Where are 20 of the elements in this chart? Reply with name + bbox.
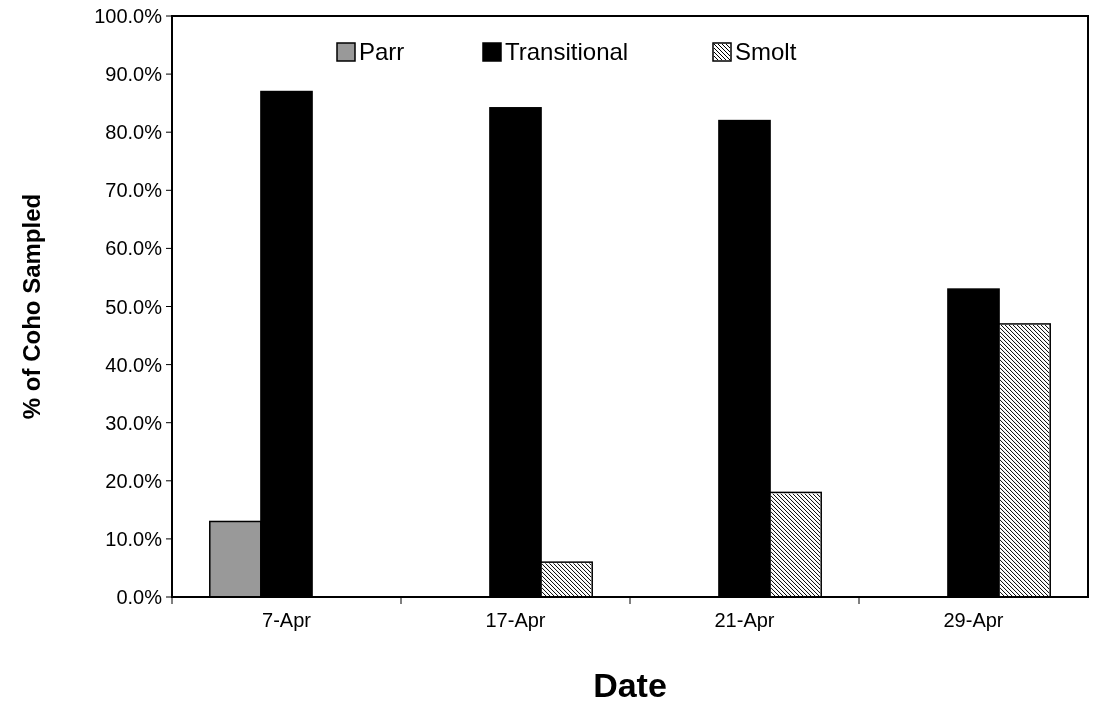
y-axis-title: % of Coho Sampled [18, 193, 45, 420]
y-tick-label: 90.0% [105, 63, 163, 86]
x-tick-label: 17-Apr [485, 609, 546, 631]
x-tick-label: 21-Apr [714, 609, 775, 631]
y-tick-label: 60.0% [105, 237, 163, 260]
y-tick-label: 100.0% [94, 5, 163, 27]
legend-label: Smolt [735, 38, 797, 66]
x-tick-label: 29-Apr [943, 609, 1004, 631]
x-axis-title: Date [593, 666, 667, 704]
y-tick-label: 10.0% [105, 527, 163, 550]
legend-label: Parr [359, 38, 405, 66]
legend-label: Transitional [505, 38, 629, 66]
x-tick-label: 7-Apr [262, 609, 312, 631]
y-tick-label: 80.0% [105, 121, 163, 144]
y-tick-label: 40.0% [105, 353, 163, 376]
y-tick-label: 50.0% [105, 295, 163, 318]
y-tick-label: 30.0% [105, 411, 163, 434]
y-tick-label: 0.0% [116, 586, 163, 608]
y-tick-label: 20.0% [105, 469, 163, 492]
y-tick-label: 70.0% [105, 179, 163, 202]
